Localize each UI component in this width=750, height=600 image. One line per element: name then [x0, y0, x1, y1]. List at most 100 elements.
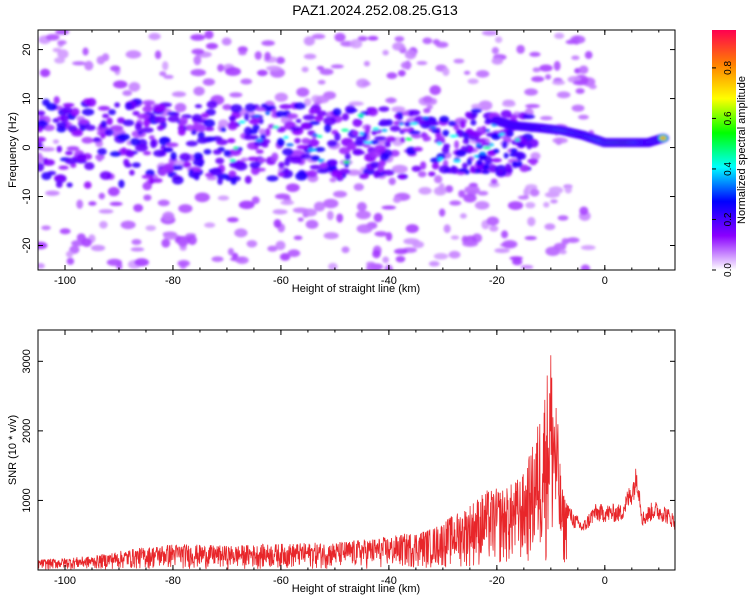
spectrogram-cell [553, 60, 561, 71]
spectrogram-cell [255, 107, 266, 112]
spectrogram-cell [464, 111, 472, 118]
spectrogram-cell [238, 51, 247, 56]
spectrogram-cell [120, 220, 136, 230]
spectrogram-cell [481, 169, 490, 175]
spectrogram-cell [124, 101, 133, 111]
spectrogram-cell [143, 118, 150, 128]
spectrogram-cell [295, 118, 302, 124]
spectrogram-cell [247, 156, 260, 162]
spectrogram-cell [318, 158, 325, 162]
spectrogram-cell [510, 148, 518, 153]
spectrogram-cell [178, 204, 193, 213]
spectrogram-cell [264, 128, 271, 137]
spectrogram-cell [142, 182, 152, 191]
spectrogram-cell [429, 85, 441, 96]
spectrogram-cell [227, 138, 236, 144]
spectrogram-cell [527, 216, 536, 227]
spectrogram-cell [81, 238, 92, 247]
spectrogram-cell [404, 137, 413, 141]
spectrogram-cell [556, 91, 571, 99]
x-tick-label: 0 [602, 275, 608, 287]
spectrogram-cell [346, 108, 358, 113]
spectrogram-cell [308, 108, 317, 115]
spectrogram-cell [382, 169, 395, 176]
spectrogram-cell [266, 65, 282, 72]
spectrogram-cell [130, 137, 141, 146]
spectrogram-cell [356, 202, 367, 212]
spectrogram-cell [557, 215, 569, 221]
spectrogram-cell [453, 159, 461, 163]
spectrogram-cell [148, 135, 155, 140]
spectrogram-cell [203, 119, 216, 128]
spectrogram-cell [349, 39, 363, 49]
spectrogram-cell [408, 130, 421, 135]
spectrogram-cell [290, 126, 302, 132]
spectrogram-cell [235, 256, 249, 265]
spectrogram-cell [187, 235, 197, 246]
spectrogram-cell [341, 128, 349, 132]
spectrogram-cell [38, 162, 45, 172]
spectrogram-cell [81, 136, 94, 144]
y-tick-label: 20 [21, 43, 33, 55]
spectrogram-cell [141, 174, 154, 179]
x-tick-label: -100 [54, 275, 76, 287]
spectrogram-cell [427, 116, 435, 123]
spectrogram-cell [501, 140, 508, 149]
spectrogram-cell [163, 74, 174, 79]
spectrogram-cell [223, 149, 232, 157]
spectrogram-cell [464, 185, 480, 195]
y-tick-label: 2000 [21, 419, 33, 443]
spectrogram-cell [405, 224, 419, 234]
spectrogram-cell [385, 97, 397, 104]
spectrogram-cell [293, 235, 303, 241]
spectrogram-cell [176, 164, 184, 171]
spectrogram-cell [200, 112, 210, 119]
spectrogram-cell [233, 146, 238, 150]
spectrogram-cell [473, 154, 479, 158]
spectrogram-cell [143, 194, 152, 201]
spectrogram-cell [78, 118, 90, 125]
spectrogram-cell [66, 182, 73, 188]
spectrogram-cell [455, 129, 463, 137]
spectrogram-cell [100, 120, 107, 129]
spectrogram-cell [448, 120, 457, 127]
spectrogram-cell [65, 250, 74, 258]
spectrogram-cell [296, 144, 309, 150]
spectrogram-cell [516, 44, 525, 54]
spectrogram-cell [228, 115, 237, 121]
spectrogram-cell [52, 139, 60, 144]
spectrogram-cell [525, 201, 536, 209]
y-tick-label: -10 [21, 189, 33, 205]
spectrogram-cell [305, 219, 319, 229]
spectrogram-cell [162, 147, 174, 153]
spectrogram-cell [193, 171, 200, 181]
spectrogram-cell [443, 168, 450, 173]
spectrogram-cell [107, 186, 120, 197]
spectrogram-cell [445, 185, 454, 193]
spectrogram-cell [84, 162, 95, 171]
spectrogram-cell [251, 196, 260, 204]
spectrogram-cell [249, 161, 261, 169]
spectrogram-cell [550, 199, 558, 204]
spectrogram-cell [96, 55, 106, 65]
spectrogram-cell [457, 168, 469, 173]
spectrogram-cell [525, 103, 540, 109]
spectrogram-cell [275, 240, 286, 251]
spectrogram-cell [273, 219, 282, 228]
spectrogram-cell [458, 190, 466, 198]
spectrogram-cell [490, 178, 498, 185]
spectrogram-cell [391, 164, 408, 174]
spectrogram-cell [303, 36, 315, 46]
spectrogram-cell [132, 110, 140, 116]
spectrogram-cell [165, 142, 179, 148]
spectrogram-cell [539, 115, 553, 121]
spectrogram-cell [66, 146, 80, 151]
spectrogram-cell [410, 133, 423, 139]
spectrogram-cell [102, 113, 110, 119]
spectrogram-cell [367, 35, 379, 41]
spectrogram-cell [660, 136, 667, 141]
spectrogram-cell [384, 140, 391, 148]
colorbar-label: Normalized spectral amplitude [736, 76, 748, 224]
spectrogram-cell [163, 231, 178, 240]
spectrogram-cell [389, 149, 400, 157]
